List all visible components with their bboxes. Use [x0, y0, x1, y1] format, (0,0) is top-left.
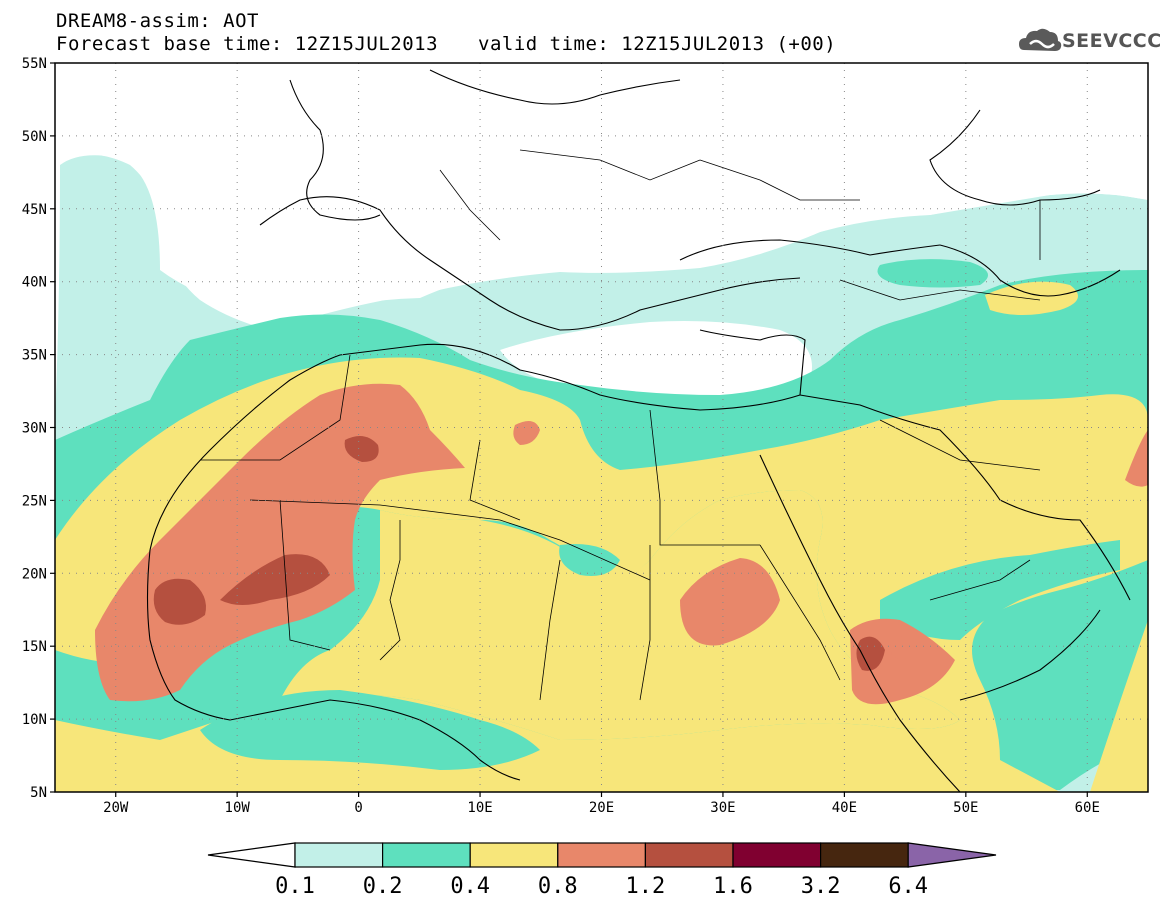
colorbar: 0.1 0.2 0.4 0.8 1.2 1.6 3.2 6.4 [207, 842, 997, 899]
lat-label: 30N [22, 421, 47, 437]
colorbar-max-arrow [907, 842, 997, 868]
lat-label: 40N [22, 275, 47, 291]
colorbar-box [732, 842, 822, 868]
lat-label: 25N [22, 493, 47, 509]
logo-text: SEEVCCC [1062, 30, 1162, 52]
longitude-labels: 20W 10W 0 10E 20E 30E 40E 50E 60E [103, 800, 1100, 816]
colorbar-box [557, 842, 646, 868]
lat-label: 20N [22, 566, 47, 582]
lat-label: 5N [30, 785, 47, 801]
colorbar-label: 0.1 [275, 874, 315, 899]
lat-label: 15N [22, 639, 47, 655]
colorbar-label: 1.6 [713, 874, 753, 899]
colorbar-label: 0.2 [363, 874, 403, 899]
colorbar-label: 0.8 [538, 874, 578, 899]
graticule [55, 63, 1148, 792]
lon-label: 60E [1075, 800, 1100, 816]
colorbar-box [819, 842, 909, 868]
lat-label: 45N [22, 202, 47, 218]
coastlines [146, 69, 1131, 792]
lon-label: 10W [225, 800, 251, 816]
colorbar-box [469, 842, 559, 868]
lat-label: 35N [22, 348, 47, 364]
lon-label: 10E [467, 800, 492, 816]
colorbar-label: 0.4 [450, 874, 490, 899]
lat-label: 55N [22, 56, 47, 72]
colorbar-box [294, 842, 384, 868]
borders [200, 149, 1041, 701]
base-time-label: Forecast base time: 12Z15JUL2013 [56, 33, 439, 55]
lon-label: 30E [710, 800, 735, 816]
lat-label: 50N [22, 129, 47, 145]
lon-label: 50E [953, 800, 978, 816]
colorbar-label: 3.2 [801, 874, 841, 899]
lon-label: 40E [832, 800, 857, 816]
lon-label: 20E [589, 800, 614, 816]
aot-band-1.2 [153, 578, 206, 625]
colorbar-box [644, 842, 734, 868]
valid-time-label: valid time: 12Z15JUL2013 (+00) [478, 33, 837, 55]
map-title: DREAM8-assim: AOT [56, 10, 259, 32]
lat-label: 10N [22, 712, 47, 728]
lon-label: 0 [354, 800, 362, 816]
colorbar-box [382, 842, 471, 868]
colorbar-label: 1.2 [626, 874, 666, 899]
colorbar-min-arrow [207, 842, 296, 868]
lon-label: 20W [103, 800, 129, 816]
colorbar-label: 6.4 [888, 874, 928, 899]
latitude-labels: 55N 50N 45N 40N 35N 30N 25N 20N 15N 10N 5N [22, 56, 47, 801]
aot-shading [55, 63, 1148, 792]
cloud-icon [1019, 28, 1062, 51]
